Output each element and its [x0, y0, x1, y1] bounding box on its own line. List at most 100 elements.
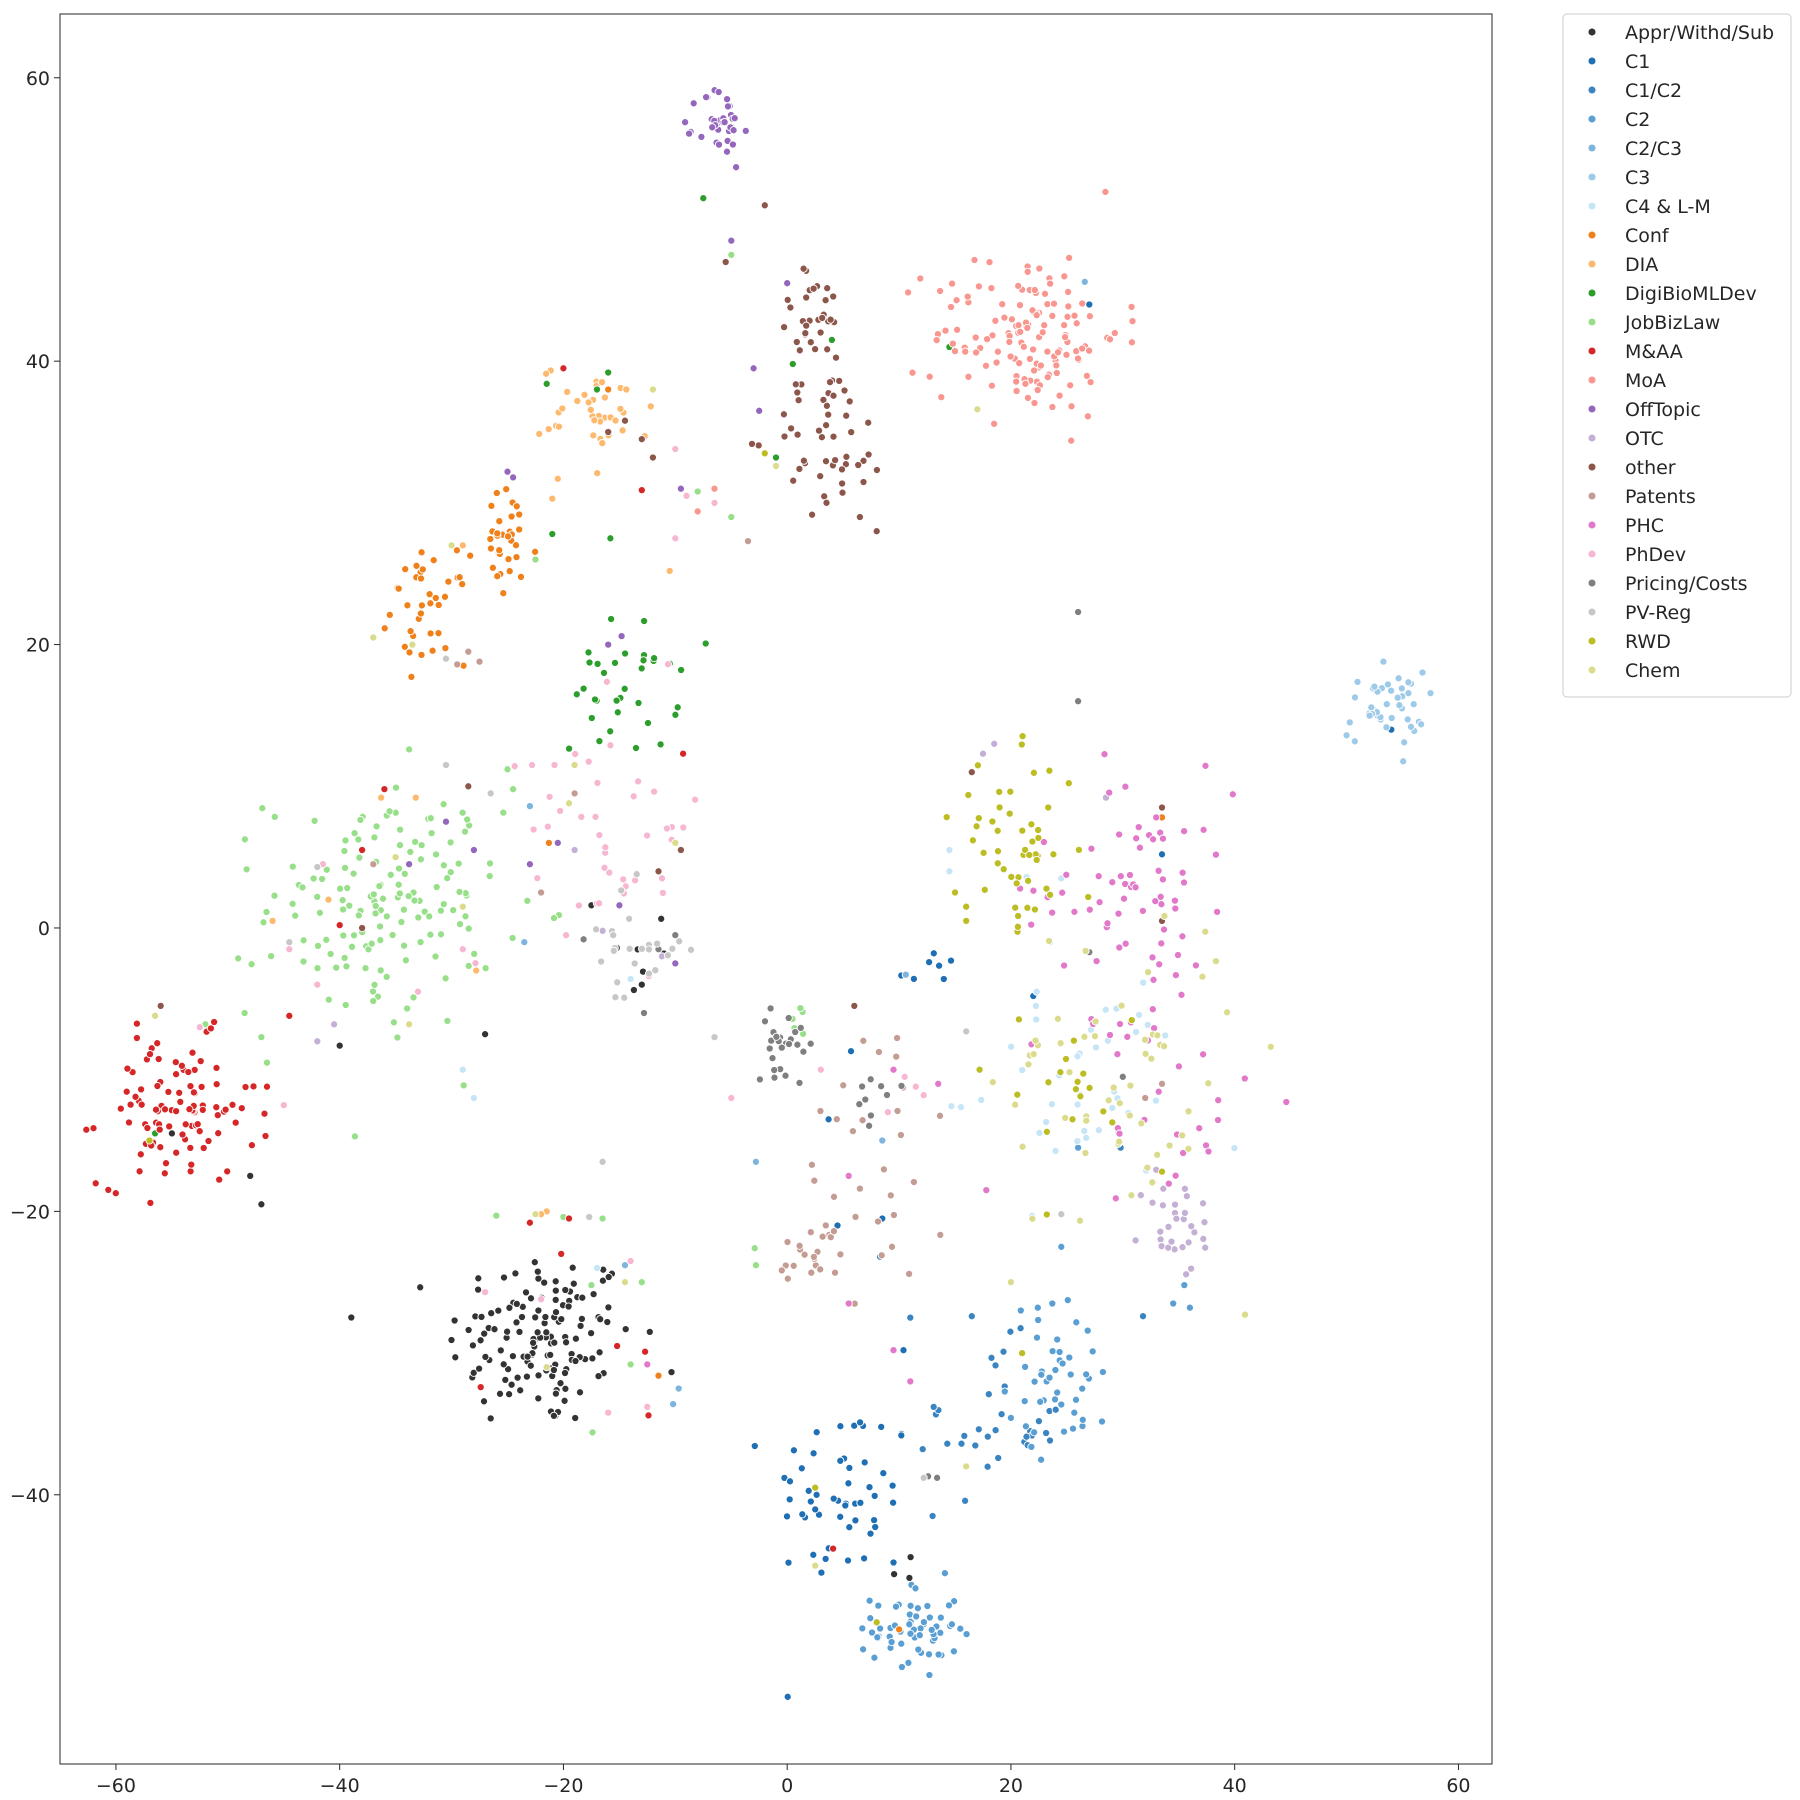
data-point [620, 1261, 630, 1270]
data-point [939, 974, 948, 984]
data-point [1005, 337, 1014, 346]
data-point [1078, 1384, 1087, 1393]
data-point [590, 695, 600, 704]
data-point [978, 749, 988, 758]
data-point [906, 1313, 915, 1322]
data-point [529, 825, 538, 834]
legend-label: C2/C3 [1625, 138, 1682, 160]
data-point [417, 601, 426, 610]
data-point [240, 835, 249, 844]
data-point [1240, 1074, 1249, 1083]
data-point [602, 677, 611, 686]
data-point [1048, 908, 1057, 917]
data-point [1083, 412, 1092, 421]
data-point [340, 953, 349, 962]
data-point [1127, 1191, 1136, 1200]
data-point [186, 1082, 195, 1091]
data-point [643, 718, 653, 728]
legend-marker [1587, 172, 1597, 182]
data-point [1395, 701, 1404, 710]
legend-label: C3 [1625, 167, 1650, 189]
data-point [768, 1054, 777, 1063]
legend-marker [1587, 230, 1597, 240]
data-point [817, 1568, 826, 1577]
data-point [693, 487, 702, 496]
data-point [1057, 1210, 1066, 1219]
data-point [165, 1122, 174, 1131]
data-point [949, 1647, 958, 1656]
data-point [640, 616, 649, 626]
legend-label: MoA [1625, 370, 1666, 392]
data-point [845, 1523, 854, 1532]
data-point [974, 1425, 983, 1434]
data-point [588, 1428, 597, 1437]
data-point [915, 1631, 924, 1640]
data-point [1116, 872, 1125, 881]
data-point [950, 1597, 959, 1606]
data-point [409, 993, 418, 1002]
data-point [1073, 1077, 1082, 1086]
data-point [1090, 1032, 1100, 1041]
data-point [444, 577, 453, 586]
data-point [564, 1214, 574, 1223]
legend-label: C4 & L-M [1625, 196, 1711, 218]
data-point [827, 335, 836, 344]
data-point [630, 959, 639, 968]
data-point [1053, 348, 1063, 357]
data-point [1204, 1147, 1213, 1156]
data-point [851, 1516, 860, 1525]
data-point [480, 1329, 489, 1338]
data-point [814, 426, 824, 435]
data-point [674, 1384, 683, 1393]
data-point [867, 1628, 877, 1637]
data-point [991, 1426, 1000, 1435]
data-point [399, 905, 408, 914]
data-point [858, 1116, 867, 1125]
data-point [1068, 1424, 1078, 1433]
data-point [1062, 350, 1071, 359]
data-point [1000, 313, 1009, 322]
data-point [829, 1227, 838, 1236]
data-point [1070, 907, 1079, 916]
data-point [1040, 289, 1050, 298]
data-point [186, 1143, 195, 1152]
data-point [242, 865, 251, 874]
data-point [186, 1167, 195, 1176]
data-point [710, 498, 719, 507]
data-point [1132, 834, 1141, 843]
data-point [645, 1327, 654, 1336]
data-point [1007, 315, 1016, 324]
data-point [584, 398, 593, 407]
data-point [153, 1081, 162, 1091]
data-point [499, 808, 508, 817]
data-point [1157, 1167, 1167, 1176]
data-point [89, 1124, 98, 1133]
data-point [988, 1078, 997, 1087]
data-point [747, 439, 757, 448]
data-point [160, 1105, 170, 1114]
data-point [481, 1288, 490, 1297]
data-point [1266, 1042, 1275, 1051]
data-point [1032, 855, 1041, 864]
data-point [571, 1413, 580, 1423]
data-point [1044, 803, 1053, 812]
data-point [795, 464, 804, 473]
data-point [1153, 1031, 1162, 1040]
data-point [651, 966, 660, 975]
data-point [671, 534, 680, 543]
data-point [354, 911, 363, 920]
data-point [1164, 1222, 1173, 1231]
data-point [1045, 1373, 1054, 1382]
data-point [855, 1184, 864, 1193]
data-point [654, 867, 663, 876]
data-point [1172, 1214, 1181, 1223]
data-point [403, 1004, 412, 1013]
data-point [689, 99, 698, 108]
data-point [676, 484, 685, 493]
data-point [789, 476, 798, 485]
data-point [772, 1032, 781, 1041]
data-point [895, 1625, 904, 1634]
data-point [1091, 1043, 1100, 1052]
data-point [1403, 715, 1412, 724]
data-point [637, 1278, 646, 1287]
